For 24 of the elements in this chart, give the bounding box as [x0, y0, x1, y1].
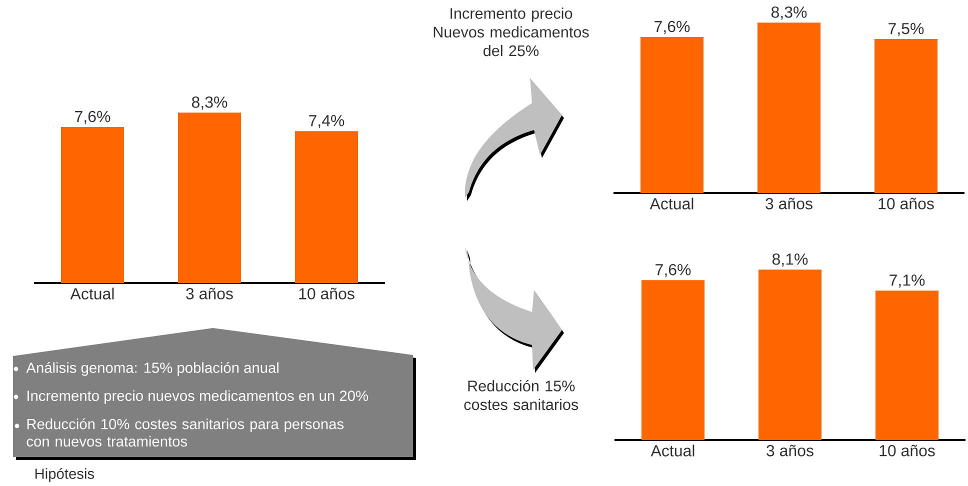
text: Reducción 15% costes sanitarios	[464, 380, 578, 410]
x-tick-label: 3 años	[186, 288, 233, 300]
data-label: 8,3%	[771, 6, 807, 20]
x-tick-label: 10 años	[299, 288, 354, 300]
data-label: 7,6%	[654, 20, 690, 34]
data-label: 8,1%	[772, 253, 808, 267]
text: Reducción 10% costes sanitarios para personas con nuevos tratamientos	[26, 418, 344, 447]
x-tick-label: 10 años	[880, 444, 935, 456]
data-label: 7,6%	[656, 264, 691, 278]
text: Hipótesis	[35, 468, 94, 482]
data-label: 7,1%	[890, 274, 925, 288]
x-tick-label: Actual	[650, 198, 694, 210]
data-label: 7,5%	[888, 22, 924, 36]
text: Incremento precio nuevos medicamentos en un 20%	[28, 390, 368, 404]
x-tick-label: 10 años	[878, 198, 934, 210]
data-label: 7,6%	[75, 110, 110, 124]
text: Análisis genoma: 15% población anual	[26, 362, 278, 376]
chart-title: Incremento precio Nuevos medicamentos del 25%	[434, 8, 589, 56]
x-tick-label: 3 años	[766, 444, 814, 456]
x-tick-label: Actual	[70, 288, 114, 300]
x-tick-label: 3 años	[766, 198, 812, 210]
data-label: 8,3%	[192, 96, 228, 110]
data-label: 7,4%	[309, 115, 344, 128]
x-tick-label: Actual	[650, 444, 694, 456]
